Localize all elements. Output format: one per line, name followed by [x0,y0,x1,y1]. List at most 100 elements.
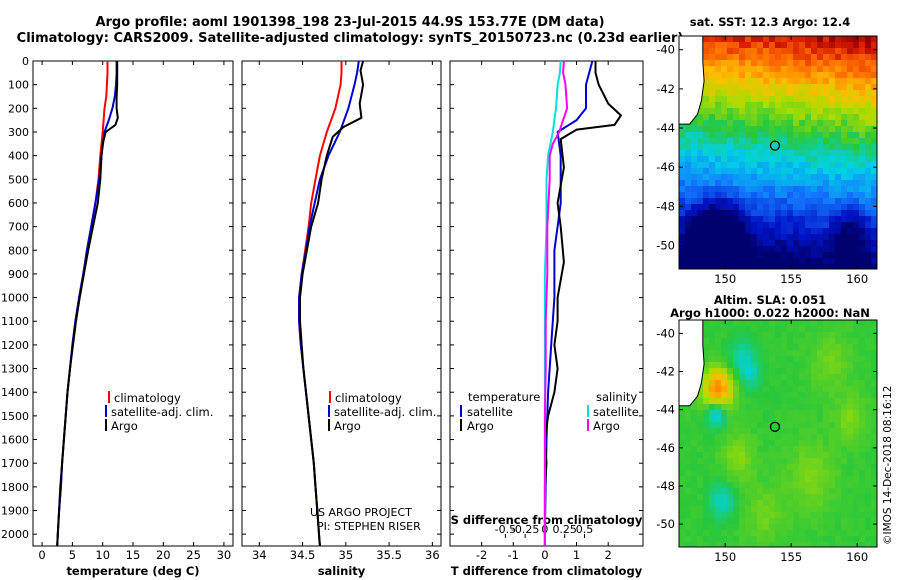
map-cell [685,512,691,518]
map-cell [775,138,781,144]
map-cell [871,416,877,422]
map-cell [847,234,853,240]
map-cell [685,198,691,204]
map-cell [751,42,757,48]
map-y-tick-label: -48 [656,199,675,213]
map-cell [769,162,775,168]
map-cell [775,126,781,132]
map-cell [775,404,781,410]
map-cell [751,470,757,476]
map-cell [811,338,817,344]
map-cell [715,156,721,162]
map-cell [757,264,763,269]
map-cell [871,542,877,547]
map-cell [709,192,715,198]
map-cell [853,380,859,386]
map-cell [829,72,835,78]
map-cell [835,488,841,494]
map-cell [811,234,817,240]
map-cell [775,192,781,198]
map-cell [733,156,739,162]
map-cell [823,356,829,362]
map-cell [757,54,763,60]
map-cell [685,536,691,542]
map-cell [727,36,733,42]
map-cell [817,198,823,204]
x-axis-label: T difference from climatology [451,564,643,578]
map-cell [727,476,733,482]
map-cell [727,264,733,269]
map-cell [733,458,739,464]
map-cell [823,512,829,518]
map-cell [823,476,829,482]
map-cell [811,204,817,210]
map-cell [709,240,715,246]
temperature-legend: climatology satellite-adj. clim. Argo [105,391,213,433]
map-cell [793,60,799,66]
map-cell [703,524,709,530]
map-cell [751,132,757,138]
map-cell [715,446,721,452]
map-cell [691,144,697,150]
map-cell [775,198,781,204]
map-cell [787,132,793,138]
map-cell [829,66,835,72]
map-cell [691,138,697,144]
map-cell [697,126,703,132]
map-cell [865,216,871,222]
map-cell [871,482,877,488]
map-cell [823,90,829,96]
map-cell [841,368,847,374]
map-cell [787,210,793,216]
map-cell [745,174,751,180]
map-cell [853,512,859,518]
map-cell [781,108,787,114]
map-cell [811,96,817,102]
map-cell [715,54,721,60]
map-cell [763,428,769,434]
map-cell [841,210,847,216]
map-cell [781,156,787,162]
map-cell [703,108,709,114]
map-cell [793,542,799,547]
map-cell [853,48,859,54]
map-cell [835,222,841,228]
map-cell [847,380,853,386]
map-cell [859,42,865,48]
map-cell [709,362,715,368]
map-cell [853,114,859,120]
map-cell [865,78,871,84]
map-cell [727,494,733,500]
map-cell [805,234,811,240]
map-cell [835,326,841,332]
map-cell [799,252,805,258]
map-cell [691,180,697,186]
map-cell [745,120,751,126]
map-cell [739,386,745,392]
map-cell [835,416,841,422]
map-cell [817,168,823,174]
map-cell [745,246,751,252]
map-cell [841,222,847,228]
map-cell [709,174,715,180]
map-cell [679,464,685,470]
map-cell [781,434,787,440]
map-cell [709,422,715,428]
map-cell [763,216,769,222]
x-tick-label: 10 [95,548,110,562]
argo-position-marker [769,140,781,151]
map-cell [823,494,829,500]
map-cell [841,362,847,368]
map-cell [715,374,721,380]
map-frame [678,319,878,548]
map-cell [865,156,871,162]
map-cell [865,494,871,500]
map-cell [763,434,769,440]
map-cell [853,120,859,126]
series-satellite [56,61,118,547]
map-cell [709,536,715,542]
map-cell [685,126,691,132]
map-cell [715,440,721,446]
map-cell [799,326,805,332]
map-cell [721,108,727,114]
